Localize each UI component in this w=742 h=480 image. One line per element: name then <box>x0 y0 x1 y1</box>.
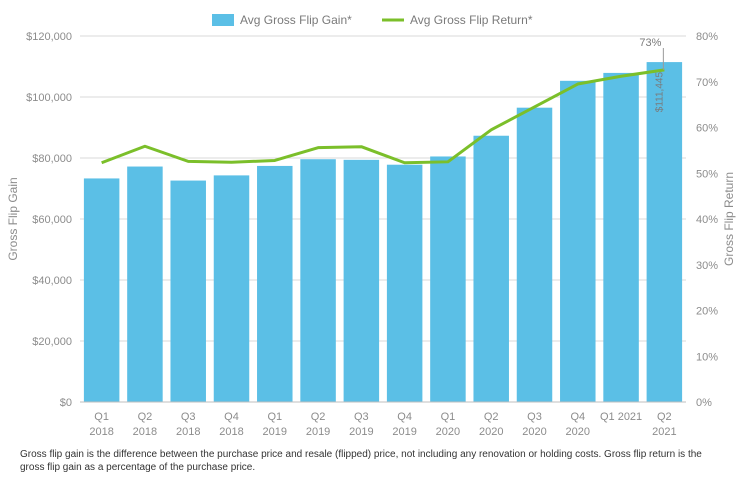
legend-swatch-bar <box>212 14 234 26</box>
bar <box>516 107 553 403</box>
x-tick-label: Q1 <box>441 411 456 423</box>
x-tick-label: Q4 <box>570 411 585 423</box>
x-tick-label: Q2 <box>138 411 153 423</box>
bar <box>386 164 423 402</box>
x-tick-label: 2020 <box>566 426 590 438</box>
chart: $0 $20,000 $40,000 $60,000 $80,000 $100,000 $1… <box>6 13 736 438</box>
x-tick-label: 2018 <box>133 426 157 438</box>
x-tick-label: Q1 <box>267 411 282 423</box>
x-tick-label: 2020 <box>522 426 546 438</box>
bar <box>170 180 206 402</box>
x-tick-label: 2019 <box>349 426 373 438</box>
y-tick-label-right: 80% <box>696 31 718 43</box>
legend-label-line: Avg Gross Flip Return* <box>410 13 533 27</box>
bar <box>430 156 466 402</box>
x-tick-label: Q4 <box>224 411 239 423</box>
x-tick-label: Q1 2021 <box>600 411 642 423</box>
line-series <box>101 68 665 165</box>
y-tick-label-left: $80,000 <box>32 153 72 165</box>
x-tick-label: Q4 <box>397 411 412 423</box>
y-tick-label-right: 20% <box>696 306 718 318</box>
bar <box>473 135 509 403</box>
bar <box>300 159 336 402</box>
bar <box>646 62 683 403</box>
y-tick-label-left: $120,000 <box>26 31 72 43</box>
bar <box>343 159 380 402</box>
x-tick-label: 2018 <box>176 426 200 438</box>
y-tick-label-right: 30% <box>696 260 718 272</box>
x-tick-label: 2020 <box>436 426 460 438</box>
x-tick-label: Q3 <box>354 411 369 423</box>
y-tick-label-left: $0 <box>60 397 72 409</box>
bar <box>257 165 293 402</box>
x-tick-label: Q2 <box>484 411 499 423</box>
x-tick-label: 2018 <box>219 426 243 438</box>
y-tick-label-right: 10% <box>696 351 718 363</box>
y-tick-label-right: 60% <box>696 123 718 135</box>
bar <box>83 178 120 402</box>
bar <box>213 175 250 402</box>
footnote: Gross flip gain is the difference betwee… <box>20 449 702 473</box>
x-tick-label: Q2 <box>657 411 672 423</box>
x-tick-label: 2019 <box>306 426 330 438</box>
y-tick-label-left: $20,000 <box>32 336 72 348</box>
y-tick-label-right: 70% <box>696 77 718 89</box>
bar-data-label: $111,445 <box>654 72 665 113</box>
x-tick-label: Q2 <box>311 411 326 423</box>
x-tick-label: 2021 <box>652 426 676 438</box>
y-tick-label-right: 50% <box>696 168 718 180</box>
y-tick-label-left: $60,000 <box>32 214 72 226</box>
x-tick-label: 2019 <box>392 426 416 438</box>
y-axis-title-right: Gross Flip Return <box>722 172 736 266</box>
bar <box>560 80 596 403</box>
bar <box>603 72 639 402</box>
x-tick-label: Q3 <box>527 411 542 423</box>
x-tick-label: Q1 <box>94 411 109 423</box>
legend-label-bar: Avg Gross Flip Gain* <box>240 13 352 27</box>
x-tick-label: 2019 <box>263 426 287 438</box>
bar <box>127 166 163 402</box>
y-tick-label-left: $100,000 <box>26 92 72 104</box>
y-tick-label-left: $40,000 <box>32 275 72 287</box>
y-axis-title-left: Gross Flip Gain <box>6 177 20 260</box>
x-tick-label: Q3 <box>181 411 196 423</box>
x-tick-label: 2020 <box>479 426 503 438</box>
y-tick-label-right: 40% <box>696 214 718 226</box>
y-tick-label-right: 0% <box>696 397 712 409</box>
x-tick-label: 2018 <box>89 426 113 438</box>
line-data-label: 73% <box>639 37 661 49</box>
